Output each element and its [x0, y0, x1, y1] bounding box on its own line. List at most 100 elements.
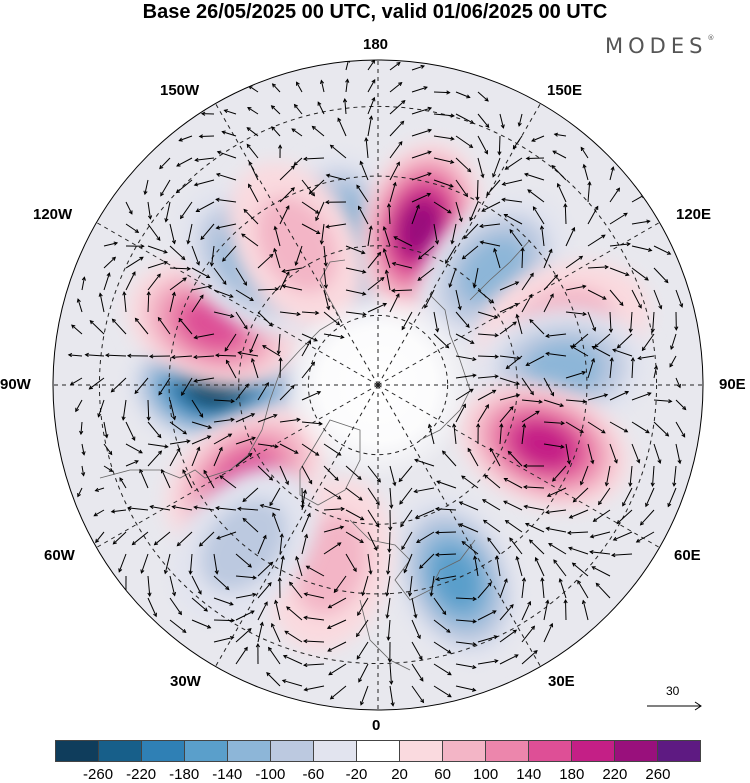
wind-arrow [609, 357, 614, 379]
wind-arrow [345, 311, 367, 317]
wind-arrow [525, 355, 545, 366]
wind-arrow [271, 126, 281, 137]
wind-arrow [356, 641, 369, 660]
wind-arrow [411, 641, 423, 661]
wind-arrow [565, 284, 587, 291]
wind-arrow [302, 639, 325, 644]
wind-arrow [146, 399, 151, 422]
wind-arrow [565, 370, 587, 379]
wind-arrow [345, 553, 357, 573]
wind-arrow [391, 261, 413, 269]
wind-arrow [270, 105, 281, 115]
wind-arrow [525, 156, 545, 161]
lon-label-120e: 120E [676, 206, 712, 223]
wind-arrow [595, 582, 611, 599]
wind-arrow [587, 234, 606, 247]
wind-arrow [191, 267, 211, 279]
wind-arrow [131, 531, 149, 546]
wind-arrow [323, 311, 341, 326]
wind-arrow [389, 141, 403, 159]
wind-arrow [259, 503, 281, 511]
wind-arrow [553, 132, 567, 137]
wind-arrow [169, 223, 176, 245]
wind-arrow [386, 202, 392, 225]
wind-arrow [477, 389, 497, 401]
wind-arrow [434, 506, 457, 512]
wind-arrow [143, 179, 149, 196]
colorbar-tick-label: -20 [345, 766, 368, 783]
wind-arrow [246, 143, 259, 159]
wind-arrow [125, 421, 136, 441]
wind-arrow [160, 179, 171, 197]
wind-arrow [215, 223, 237, 230]
wind-arrow [389, 81, 403, 93]
wind-arrow [479, 223, 501, 229]
wind-arrow [345, 487, 363, 501]
wind-arrow [367, 302, 388, 313]
wind-arrow [539, 225, 545, 247]
wind-arrow [389, 293, 400, 313]
wind-arrow [610, 552, 633, 558]
wind-arrow [609, 289, 624, 307]
wind-arrow [277, 576, 282, 599]
lon-label-60e: 60E [674, 547, 701, 564]
wind-arrow [411, 172, 432, 181]
lon-label-150w: 150W [160, 82, 200, 99]
wind-arrow [411, 597, 418, 619]
wind-arrow [501, 197, 523, 203]
wind-arrow [295, 555, 303, 577]
wind-arrow [191, 399, 204, 418]
wind-arrow [594, 333, 611, 348]
wind-arrow [461, 475, 479, 489]
wind-arrow [193, 179, 215, 187]
wind-arrow [266, 671, 281, 687]
wind-arrow [241, 233, 259, 247]
wind-arrow [246, 127, 259, 137]
wind-arrow [385, 597, 391, 619]
wind-arrow [521, 293, 533, 313]
wind-arrow [604, 465, 611, 487]
wind-arrow [333, 575, 347, 594]
wind-arrow [67, 352, 83, 358]
wind-arrow [523, 504, 545, 511]
wind-arrow [158, 377, 171, 396]
wind-arrow [577, 579, 589, 599]
wind-arrow [433, 90, 451, 95]
wind-arrow [674, 311, 679, 331]
anomaly-contour [523, 340, 603, 397]
wind-arrow [565, 421, 585, 433]
meridian-line [377, 384, 541, 667]
wind-arrow [433, 311, 440, 333]
wind-arrow [71, 324, 83, 335]
wind-arrow [221, 130, 237, 137]
colorbar-ticks: -260 -220 -180 -140 -100 -60 -20 20 60 100 140 180 2… [55, 766, 701, 783]
wind-arrow [515, 555, 523, 577]
wind-arrow [147, 201, 153, 220]
colorbar-tick-label: 140 [516, 766, 542, 783]
wind-arrow [110, 509, 127, 514]
wind-arrow [326, 619, 347, 630]
wind-arrow [639, 509, 655, 526]
wind-arrow [169, 291, 176, 313]
wind-arrow [487, 537, 501, 555]
wind-arrow [323, 506, 346, 512]
wind-arrow [650, 311, 655, 333]
wind-arrow [273, 225, 281, 247]
wind-arrow [411, 150, 432, 159]
wind-arrow [653, 365, 659, 379]
wind-arrow [121, 399, 127, 421]
wind-arrow [147, 260, 169, 269]
wind-arrow [160, 468, 171, 489]
wind-arrow [552, 465, 567, 482]
colorbar-tick-label: 100 [473, 766, 499, 783]
wind-arrow [140, 553, 149, 574]
wind-arrow [222, 245, 237, 262]
meridian-line [215, 103, 379, 386]
wind-arrow [301, 443, 320, 456]
wind-arrow [268, 646, 281, 665]
wind-arrow [188, 553, 193, 575]
wind-arrow [75, 399, 83, 413]
wind-arrow [270, 622, 281, 643]
anomaly-field [127, 141, 651, 664]
wind-arrow [301, 421, 323, 426]
